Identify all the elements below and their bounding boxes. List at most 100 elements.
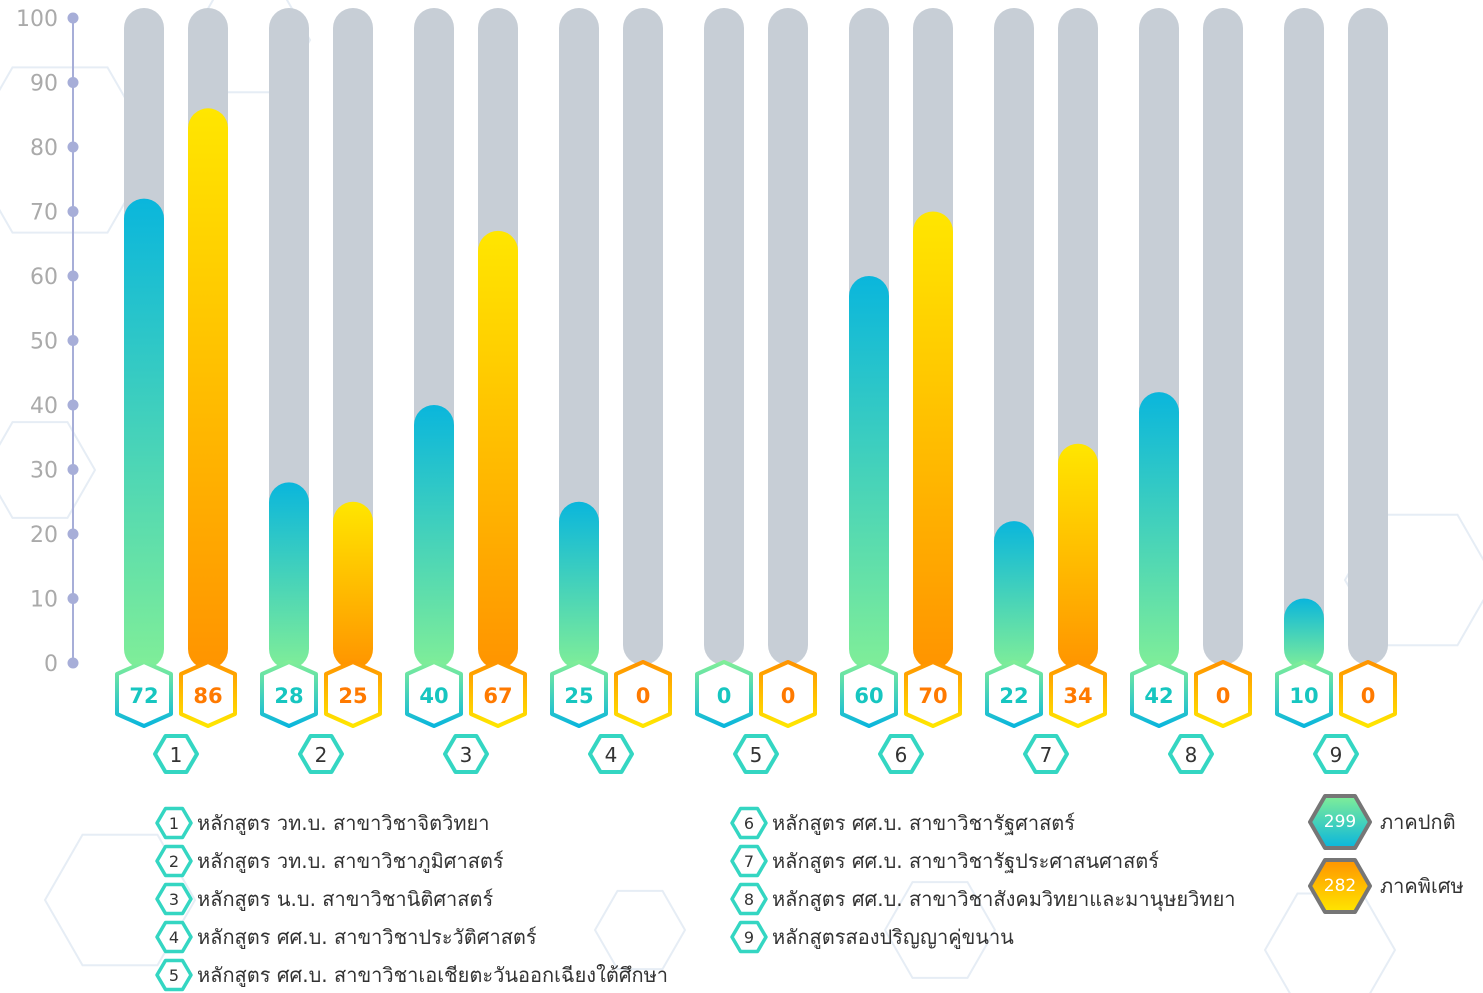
value-label-badge [695,660,753,728]
total-hex [1308,794,1372,850]
total-value: 299 [1323,812,1357,832]
legend-number: 8 [744,890,754,909]
bar-regular [124,198,164,669]
y-tick-label: 60 [30,265,58,290]
value-label-badge [1194,660,1252,728]
y-tick-label: 100 [16,7,58,32]
total-value: 282 [1323,876,1357,896]
y-tick-label: 10 [30,588,58,613]
x-tick-label: 1 [170,743,183,767]
y-tick-dot [67,464,79,475]
legend-number-hex: 7 [730,844,768,878]
legend-text: หลักสูตร วท.บ. สาขาวิชาภูมิศาสตร์ [197,849,504,873]
legend-number: 3 [169,890,179,909]
total-hex [1308,858,1372,914]
legend-number: 6 [744,814,754,833]
y-tick-label: 80 [30,136,58,161]
legend-item: 2 หลักสูตร วท.บ. สาขาวิชาภูมิศาสตร์ [155,844,504,878]
legend-item: 1 หลักสูตร วท.บ. สาขาวิชาจิตวิทยา [155,806,489,840]
y-tick-label: 30 [30,459,58,484]
y-tick-dot [67,335,79,346]
y-tick-label: 20 [30,523,58,548]
bar-regular [269,482,309,669]
category-badge [443,734,489,774]
bar-track [559,8,599,665]
legend-text: หลักสูตร ศศ.บ. สาขาวิชาประวัติศาสตร์ [197,925,537,949]
value-label-badge [840,660,898,728]
value-label-badge [179,660,237,728]
legend-item: 8 หลักสูตร ศศ.บ. สาขาวิชาสังคมวิทยาและมาน… [730,882,1236,916]
bar-regular [849,276,889,669]
bar-track [994,8,1034,665]
value-label-badge [985,660,1043,728]
y-tick-dot [67,270,79,282]
y-tick-label: 70 [30,201,58,226]
legend-item: 3 หลักสูตร น.บ. สาขาวิชานิติศาสตร์ [155,882,493,916]
bar-special [913,211,953,669]
legend-number-hex: 9 [730,920,768,954]
y-tick-dot [67,77,79,88]
legend-item: 4 หลักสูตร ศศ.บ. สาขาวิชาประวัติศาสตร์ [155,920,537,954]
bar-regular [994,521,1034,669]
bar-value-label: 70 [918,684,947,708]
legend-item: 9 หลักสูตรสองปริญญาคู่ขนาน [730,920,1014,954]
value-label-badge [260,660,318,728]
bar-value-label: 0 [1216,684,1231,708]
total-special: 282 ภาคพิเศษ [1308,858,1464,914]
bar-value-label: 34 [1063,684,1092,708]
y-tick-dot [67,593,79,604]
category-badge [1313,734,1359,774]
legend-number-hex: 6 [730,806,768,840]
bar-regular [1139,392,1179,669]
legend-item: 7 หลักสูตร ศศ.บ. สาขาวิชารัฐประศาสนศาสตร์ [730,844,1159,878]
bar-regular [414,405,454,669]
value-label-badge [1130,660,1188,728]
category-badge [153,734,199,774]
x-tick-label: 6 [895,743,908,767]
bar-value-label: 10 [1289,684,1318,708]
legend-number: 7 [744,852,754,871]
total-label: ภาคพิเศษ [1380,874,1464,898]
y-tick-dot [67,657,79,669]
y-tick-dot [67,141,79,153]
bar-value-label: 0 [717,684,732,708]
bar-value-label: 25 [338,684,367,708]
x-tick-label: 3 [460,743,473,767]
legend-number: 9 [744,928,754,947]
legend-number-hex: 5 [155,958,193,992]
y-tick-label: 0 [44,652,58,677]
bar-track [704,8,744,665]
legend-number: 5 [169,966,179,985]
legend-number: 2 [169,852,179,871]
total-regular: 299 ภาคปกติ [1308,794,1456,850]
y-tick-label: 40 [30,394,58,419]
x-tick-label: 7 [1040,743,1053,767]
value-label-badge [324,660,382,728]
value-label-badge [759,660,817,728]
y-tick-dot [67,399,79,411]
bar-regular [1284,598,1324,669]
legend-text: หลักสูตร วท.บ. สาขาวิชาจิตวิทยา [197,811,490,835]
bar-value-label: 60 [854,684,883,708]
bar-value-label: 22 [999,684,1028,708]
bar-value-label: 25 [564,684,593,708]
bar-value-label: 67 [483,684,512,708]
y-tick-dot [67,12,79,24]
value-label-badge [550,660,608,728]
bar-track [333,8,373,665]
legend-item: 6 หลักสูตร ศศ.บ. สาขาวิชารัฐศาสตร์ [730,806,1075,840]
bar-track [1203,8,1243,665]
legend-number: 1 [169,814,179,833]
value-label-badge [469,660,527,728]
bar-special [188,108,228,670]
bar-value-label: 42 [1144,684,1173,708]
legend-number-hex: 4 [155,920,193,954]
legend-item: 5 หลักสูตร ศศ.บ. สาขาวิชาเอเชียตะวันออกเฉ… [155,958,668,992]
value-label-badge [1275,660,1333,728]
value-label-badge [1339,660,1397,728]
bar-track [623,8,663,665]
value-label-badge [115,660,173,728]
category-badge [1023,734,1069,774]
bar-track [1284,8,1324,665]
legend-number-hex: 2 [155,844,193,878]
